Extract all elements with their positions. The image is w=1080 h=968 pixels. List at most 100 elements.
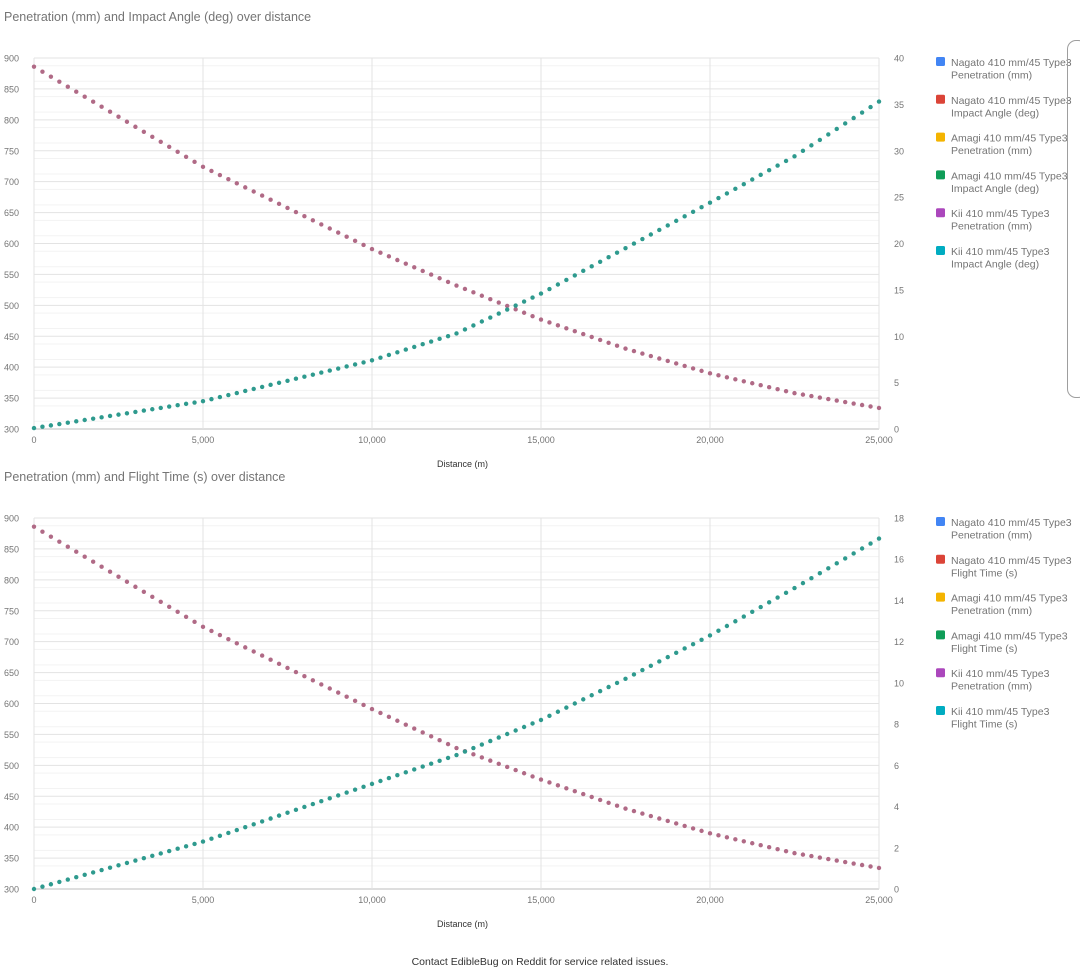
data-point <box>386 775 392 781</box>
legend-label: Nagato 410 mm/45 Type3 <box>951 517 1072 529</box>
y-right-tick-label: 5 <box>894 378 899 388</box>
data-point <box>648 232 654 237</box>
data-point <box>572 701 577 706</box>
data-point <box>428 734 434 739</box>
y-left-tick-label: 500 <box>4 301 19 311</box>
data-point <box>192 841 197 847</box>
y-left-tick-label: 850 <box>4 544 19 554</box>
data-point <box>505 307 510 312</box>
data-point <box>369 246 375 252</box>
data-point <box>868 864 873 869</box>
data-point <box>868 104 873 110</box>
data-point <box>750 381 755 386</box>
y-right-tick-label: 4 <box>894 802 899 812</box>
legend-scroll-frame[interactable] <box>1067 40 1080 398</box>
y-left-tick-label: 600 <box>4 239 19 249</box>
legend-label: Penetration (mm) <box>951 681 1032 693</box>
data-point <box>868 541 873 546</box>
data-point <box>640 351 645 356</box>
data-point <box>344 364 349 369</box>
data-point <box>437 276 442 281</box>
data-point <box>226 636 231 642</box>
x-tick-label: 0 <box>31 895 36 905</box>
data-point <box>403 347 408 352</box>
data-point <box>589 264 594 269</box>
data-point <box>834 398 839 403</box>
data-point <box>420 342 425 347</box>
data-point <box>141 408 147 413</box>
data-point <box>327 368 332 373</box>
data-point <box>141 589 147 594</box>
data-point <box>758 383 763 388</box>
data-point <box>766 600 772 605</box>
data-point <box>183 401 189 407</box>
data-point <box>293 669 299 675</box>
legend-label: Nagato 410 mm/45 Type3 <box>951 57 1072 69</box>
data-point <box>572 788 577 794</box>
data-point <box>471 290 476 295</box>
legend-swatch <box>936 668 945 678</box>
data-point <box>234 390 239 396</box>
chart-1: 3003504004505005506006507007508008509000… <box>4 54 1072 470</box>
data-point <box>226 392 231 398</box>
data-point <box>116 412 121 417</box>
data-point <box>302 374 307 379</box>
data-point <box>183 614 189 620</box>
data-point <box>724 375 730 380</box>
data-point <box>395 718 400 723</box>
data-point <box>826 396 831 402</box>
data-point <box>310 218 316 223</box>
data-point <box>817 855 823 860</box>
data-point <box>243 824 248 830</box>
data-point <box>843 859 848 865</box>
data-point <box>99 867 104 873</box>
data-point <box>581 697 586 702</box>
data-point <box>623 676 628 681</box>
data-point <box>462 749 468 754</box>
data-point <box>758 843 763 848</box>
data-point <box>327 686 332 691</box>
data-point <box>293 376 299 381</box>
data-point <box>513 728 518 733</box>
data-point <box>792 850 797 856</box>
data-point <box>707 371 713 376</box>
data-point <box>48 74 54 79</box>
data-point <box>488 296 493 302</box>
y-right-tick-label: 16 <box>894 555 904 565</box>
data-point <box>876 405 882 411</box>
data-point <box>581 268 586 274</box>
data-point <box>403 261 408 266</box>
data-point <box>268 657 273 662</box>
data-point <box>74 549 79 554</box>
data-point <box>310 372 316 377</box>
y-left-tick-label: 350 <box>4 394 19 404</box>
data-point <box>538 317 544 322</box>
data-point <box>564 277 569 283</box>
data-point <box>851 551 856 556</box>
data-point <box>437 738 442 743</box>
data-point <box>192 159 197 165</box>
data-point <box>200 398 206 404</box>
data-point <box>496 761 501 766</box>
x-tick-label: 25,000 <box>865 435 893 445</box>
data-point <box>521 299 527 304</box>
x-tick-label: 5,000 <box>192 435 215 445</box>
data-point <box>437 758 442 763</box>
data-point <box>750 177 755 182</box>
data-point <box>141 129 147 134</box>
data-point <box>530 721 535 726</box>
series-1 <box>31 524 882 871</box>
legend: Nagato 410 mm/45 Type3 Penetration (mm) Na… <box>936 517 1072 731</box>
data-point <box>707 633 713 638</box>
data-point <box>640 667 645 673</box>
data-point <box>99 564 104 569</box>
data-point <box>344 234 349 239</box>
data-point <box>699 368 704 374</box>
data-point <box>369 706 375 712</box>
data-point <box>538 777 544 782</box>
data-point <box>352 698 358 704</box>
data-point <box>657 659 662 664</box>
data-point <box>209 168 214 174</box>
